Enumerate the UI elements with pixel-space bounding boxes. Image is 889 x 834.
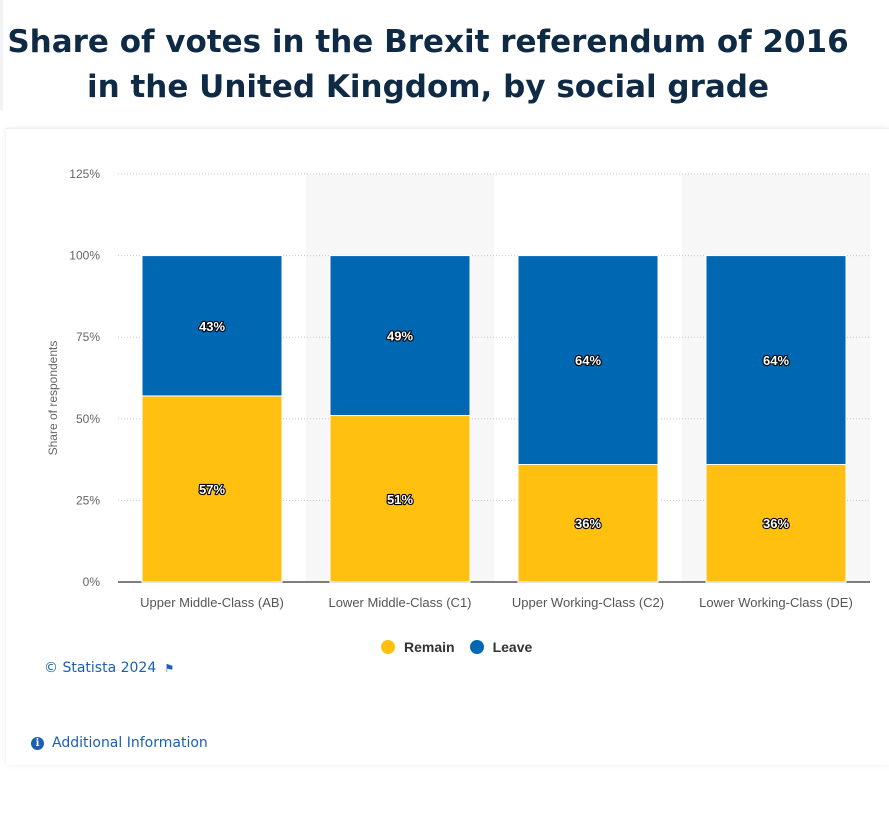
copyright-text: © Statista 2024 <box>44 660 157 676</box>
legend-item-leave[interactable]: Leave <box>469 639 533 655</box>
flag-icon[interactable]: ⚑ <box>164 661 175 675</box>
legend-remain-label: Remain <box>404 639 455 655</box>
bar-leave-2 <box>517 255 659 465</box>
chart-title-line-1: Share of votes in the Brexit referendum … <box>7 24 849 60</box>
additional-information-link[interactable]: i Additional Information <box>31 735 208 751</box>
data-label: 64% <box>575 353 601 368</box>
statista-copyright-link[interactable]: © Statista 2024 ⚑ <box>44 660 174 676</box>
data-label: 64% <box>763 353 789 368</box>
y-tick-label: 125% <box>69 167 100 181</box>
bar-leave-1 <box>329 255 471 417</box>
data-label: 43% <box>199 319 225 334</box>
data-label: 51% <box>387 492 413 507</box>
legend-leave-swatch <box>469 640 484 654</box>
left-edge-rule <box>0 0 3 110</box>
y-tick-label: 25% <box>76 493 100 507</box>
bar-remain-1 <box>329 415 471 583</box>
data-label: 36% <box>575 516 601 531</box>
chart-title: Share of votes in the Brexit referendum … <box>0 20 856 110</box>
legend-remain-swatch <box>381 640 395 654</box>
y-tick-label: 0% <box>83 575 101 589</box>
bar-leave-0 <box>141 255 283 397</box>
y-tick-label: 100% <box>69 249 100 263</box>
legend-item-remain[interactable]: Remain <box>381 639 455 655</box>
info-icon: i <box>31 736 44 750</box>
chart-title-line-2: in the United Kingdom, by social grade <box>86 69 770 105</box>
legend-leave-label: Leave <box>492 639 533 655</box>
x-tick-label: Lower Working-Class (DE) <box>699 595 853 610</box>
bar-remain-3 <box>705 463 847 583</box>
y-tick-label: 75% <box>76 330 100 344</box>
bar-leave-3 <box>705 255 847 465</box>
x-tick-label: Lower Middle-Class (C1) <box>328 595 471 610</box>
bar-remain-0 <box>141 395 283 583</box>
chart-legend: Remain Leave <box>381 639 547 655</box>
additional-information-label: Additional Information <box>52 735 208 751</box>
data-label: 36% <box>763 516 789 531</box>
data-label: 57% <box>199 482 225 497</box>
x-tick-label: Upper Middle-Class (AB) <box>140 595 284 610</box>
data-label: 49% <box>387 329 413 344</box>
x-tick-label: Upper Working-Class (C2) <box>512 595 664 610</box>
y-tick-label: 50% <box>76 412 100 426</box>
y-axis-title: Share of respondents <box>46 341 60 456</box>
